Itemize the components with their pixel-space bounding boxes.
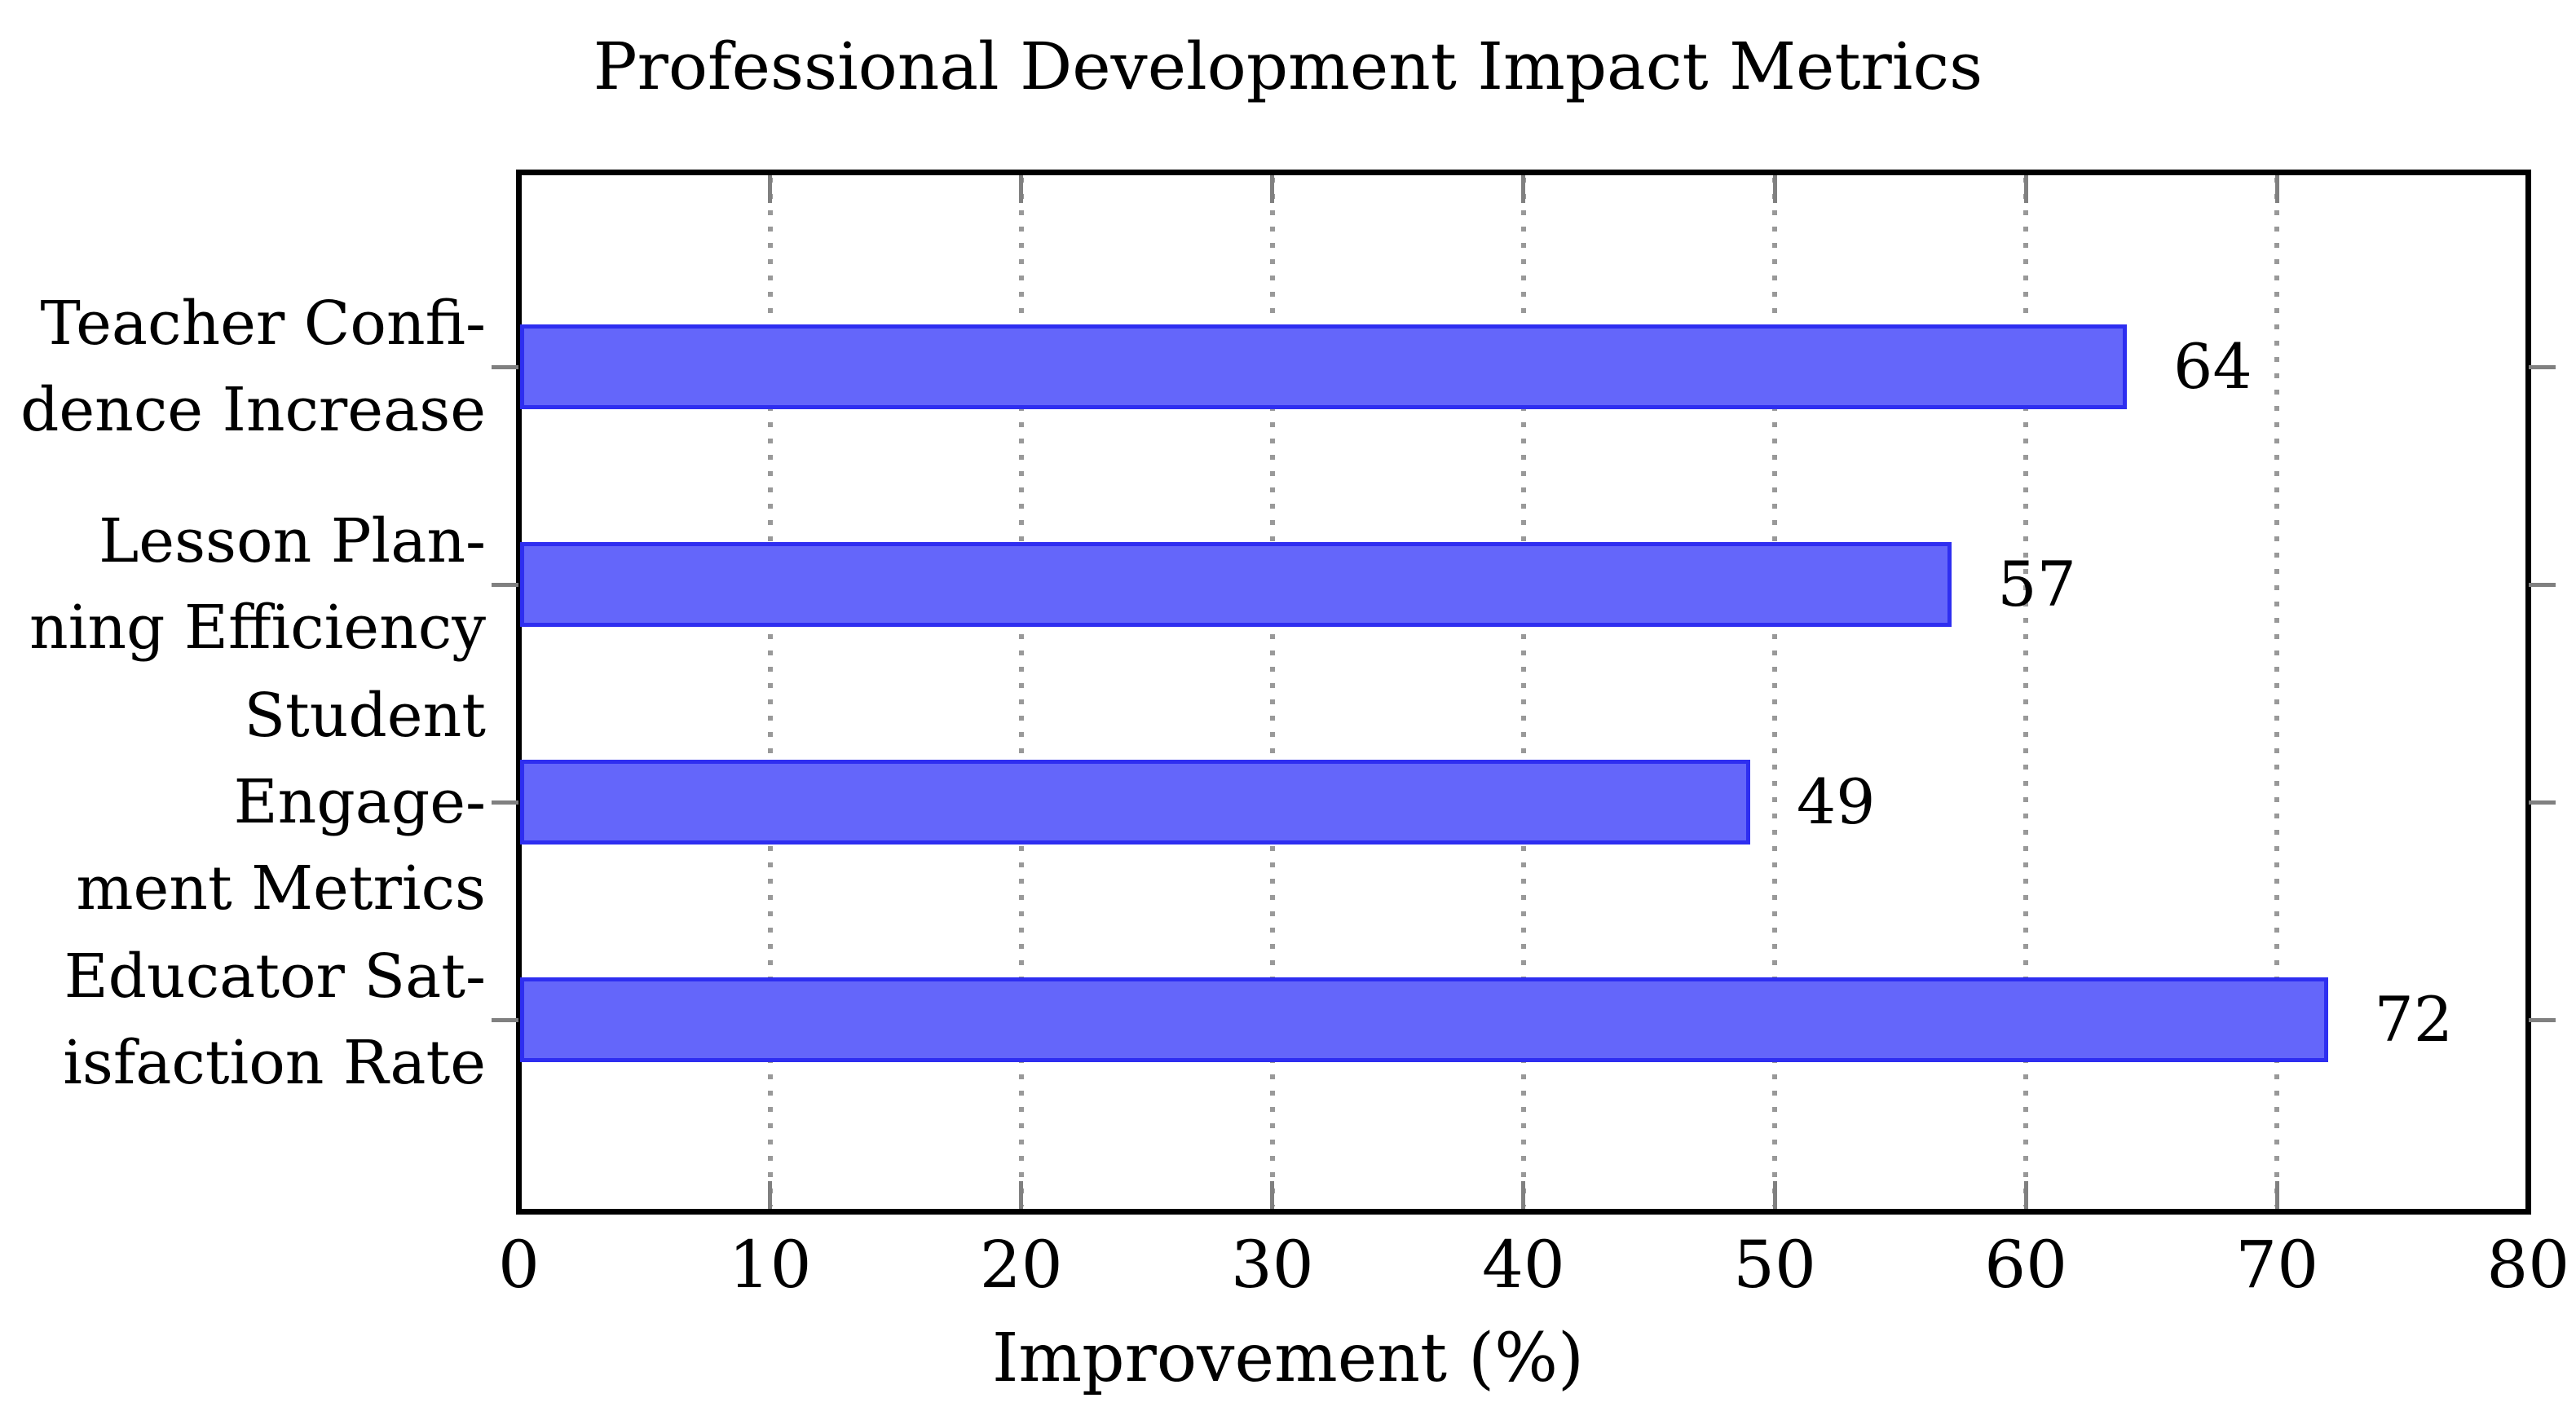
x-tick-label-50: 50: [1733, 1227, 1816, 1303]
x-tick-label-80: 80: [2486, 1227, 2570, 1303]
plot-area-frame: [516, 170, 2531, 1215]
chart-title: Professional Development Impact Metrics: [593, 29, 1983, 104]
x-tick-mark-top: [2023, 175, 2028, 203]
x-tick-label-40: 40: [1481, 1227, 1565, 1303]
y-tick-mark-left: [492, 800, 518, 805]
x-tick-mark-bottom: [1270, 1181, 1275, 1209]
x-axis-title: Improvement (%): [991, 1320, 1585, 1397]
bar-3: [519, 760, 1751, 845]
x-tick-label-60: 60: [1984, 1227, 2067, 1303]
y-category-label: Educator Sat- isfaction Rate: [63, 942, 486, 1098]
x-tick-mark-top: [768, 175, 773, 203]
y-tick-mark-right: [2529, 364, 2556, 369]
gridline-x50: [1772, 178, 1777, 1206]
y-tick-mark-right: [2529, 582, 2556, 587]
y-tick-mark-right: [2529, 1017, 2556, 1022]
gridline-x60: [2023, 178, 2029, 1206]
x-tick-mark-top: [1772, 175, 1777, 203]
bar-value-label: 49: [1796, 765, 1876, 838]
y-category-label: Teacher Confi- dence Increase: [20, 289, 486, 445]
y-tick-mark-left: [492, 364, 518, 369]
x-tick-label-70: 70: [2235, 1227, 2319, 1303]
bar-value-label: 57: [1997, 548, 2077, 620]
gridline-x70: [2274, 178, 2280, 1206]
x-tick-mark-bottom: [1019, 1181, 1024, 1209]
y-category-label: Lesson Plan- ning Efficiency: [29, 506, 486, 663]
gridline-x20: [1018, 178, 1024, 1206]
y-category-label: Student Engage- ment Metrics: [76, 681, 486, 924]
gridline-x10: [767, 178, 773, 1206]
x-tick-mark-top: [1019, 175, 1024, 203]
x-tick-mark-bottom: [2023, 1181, 2028, 1209]
x-tick-label-30: 30: [1230, 1227, 1314, 1303]
x-tick-mark-top: [1521, 175, 1526, 203]
bar-1: [519, 324, 2128, 409]
x-tick-mark-bottom: [1772, 1181, 1777, 1209]
bar-value-label: 72: [2374, 983, 2454, 1056]
x-tick-label-0: 0: [498, 1227, 540, 1303]
bar-4: [519, 977, 2328, 1062]
y-tick-mark-left: [492, 582, 518, 587]
x-tick-mark-bottom: [2274, 1181, 2279, 1209]
gridline-x40: [1520, 178, 1526, 1206]
x-tick-mark-top: [1270, 175, 1275, 203]
bar-2: [519, 542, 1952, 627]
x-tick-mark-top: [2274, 175, 2279, 203]
y-tick-mark-left: [492, 1017, 518, 1022]
x-tick-label-10: 10: [728, 1227, 812, 1303]
bar-value-label: 64: [2172, 330, 2252, 403]
x-tick-mark-bottom: [768, 1181, 773, 1209]
gridline-x30: [1269, 178, 1275, 1206]
y-tick-mark-right: [2529, 800, 2556, 805]
x-tick-label-20: 20: [979, 1227, 1063, 1303]
x-tick-mark-bottom: [1521, 1181, 1526, 1209]
